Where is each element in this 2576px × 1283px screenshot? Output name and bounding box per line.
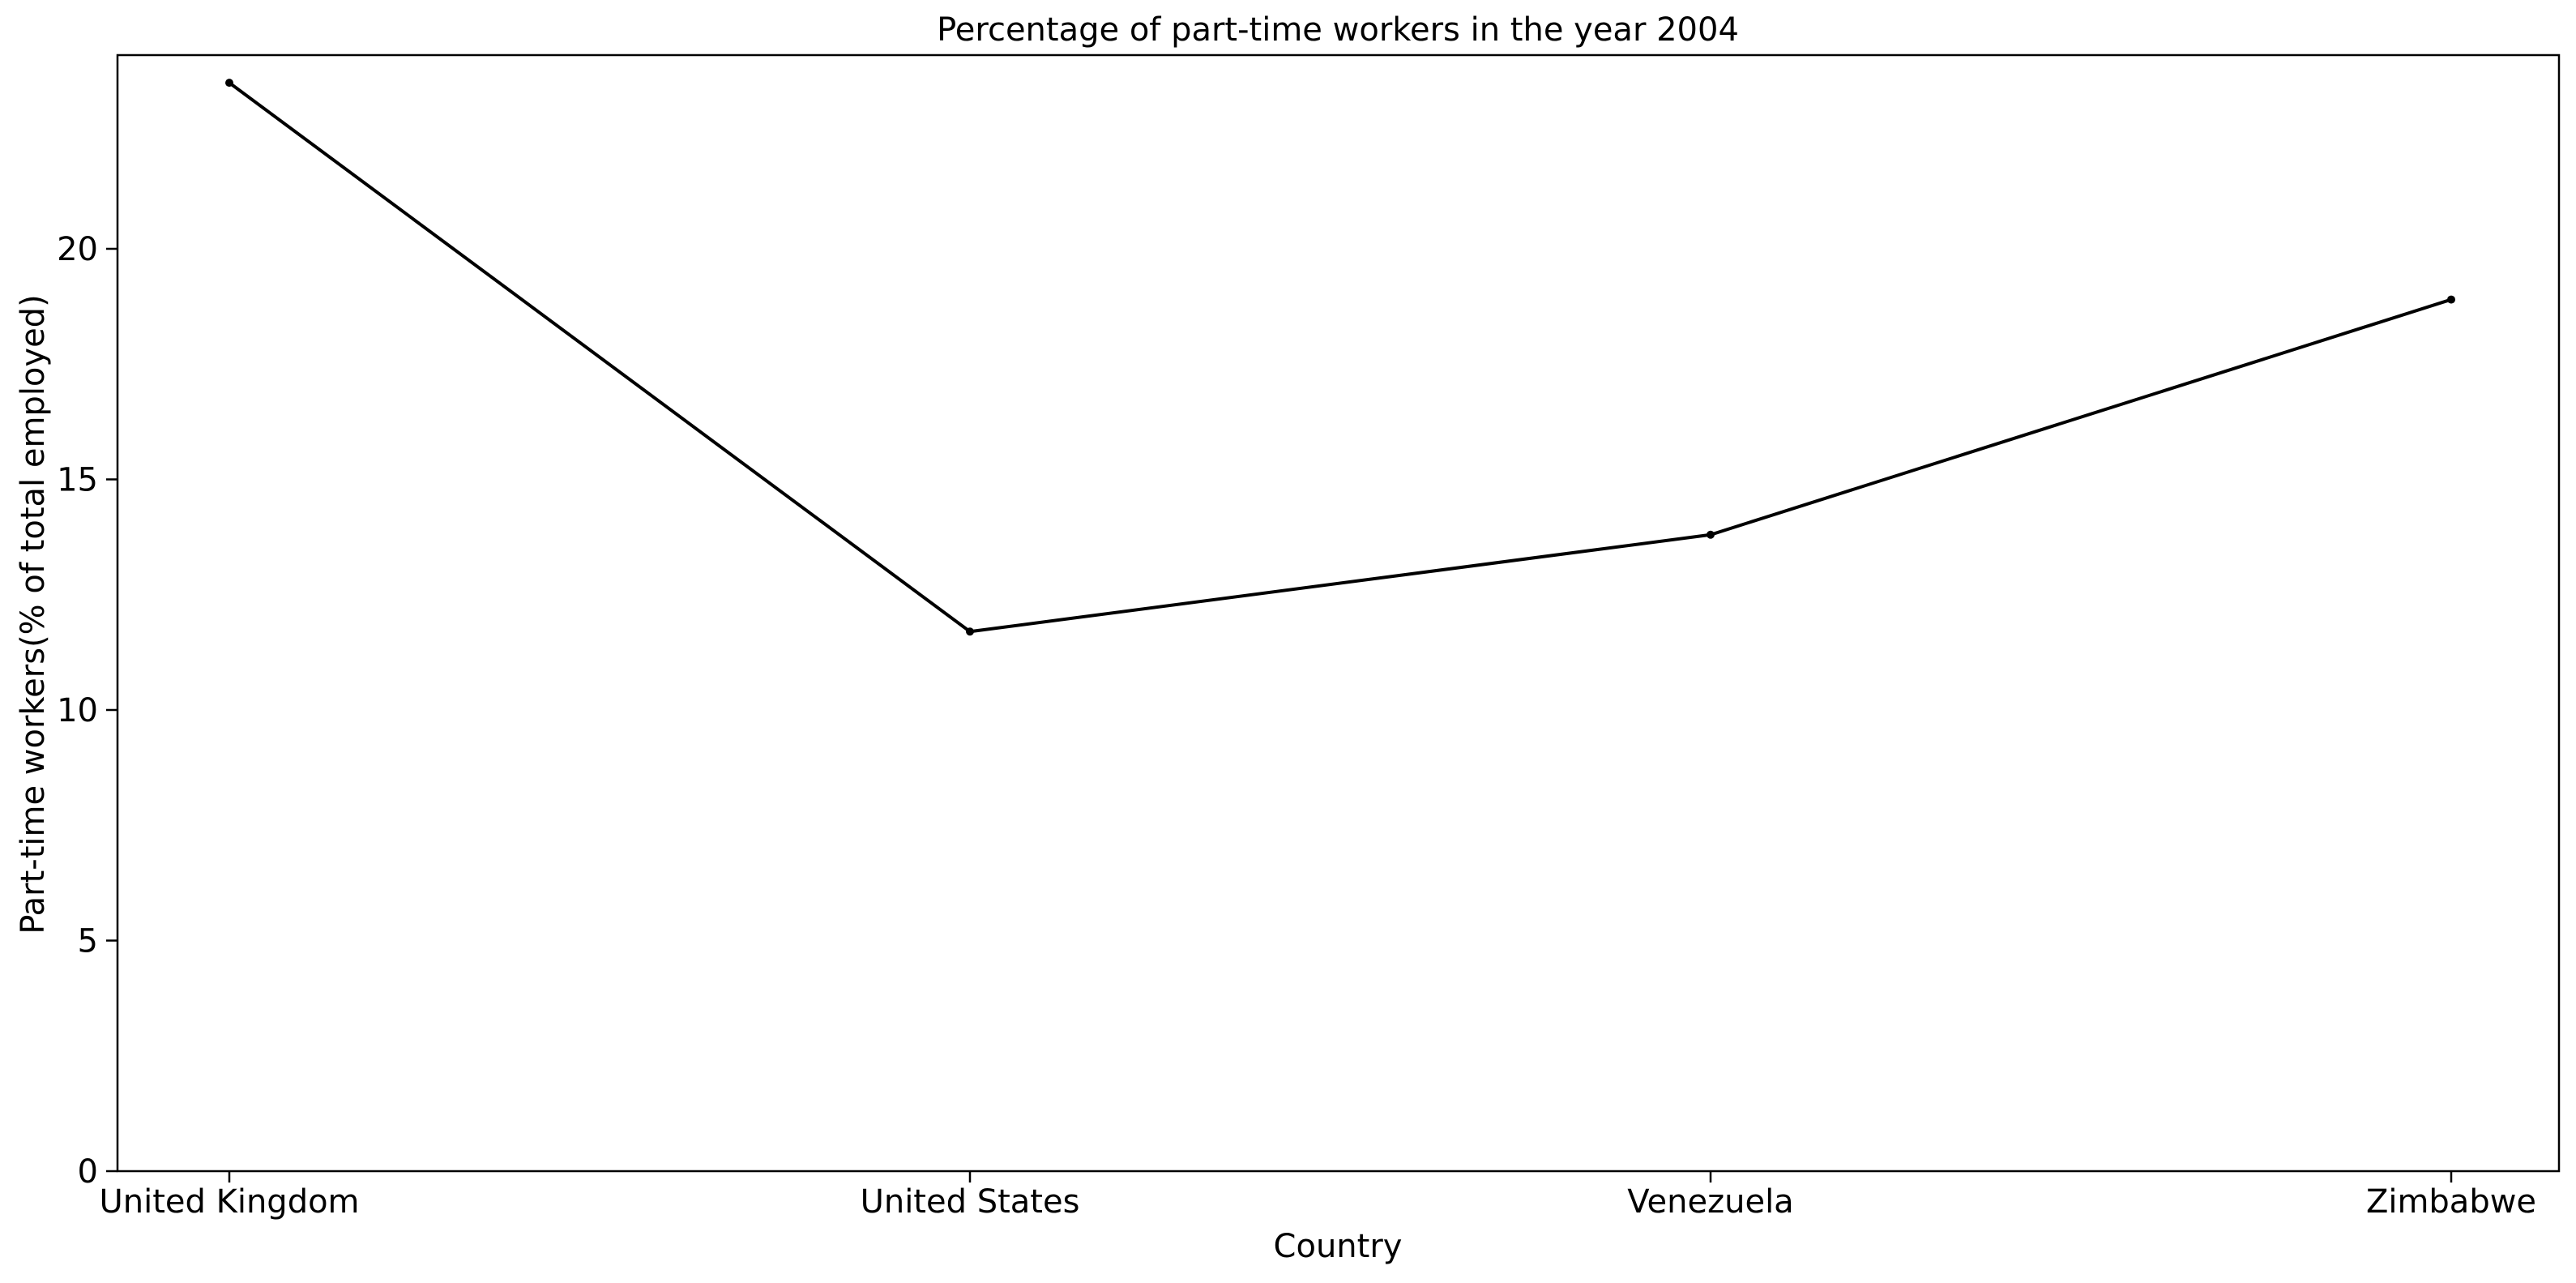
y-tick-label: 15	[57, 461, 98, 498]
y-axis-ticks: 0 5 10 15 20	[57, 231, 117, 1191]
x-tick-label: United States	[861, 1183, 1080, 1221]
data-points	[225, 79, 2455, 636]
chart-title: Percentage of part-time workers in the y…	[937, 11, 1739, 49]
data-point	[2447, 295, 2455, 304]
data-point	[225, 79, 233, 88]
data-point	[966, 627, 974, 636]
x-axis-ticks: United Kingdom United States Venezuela Zimb…	[99, 1171, 2536, 1221]
y-tick-label: 10	[57, 692, 98, 729]
y-tick-label: 20	[57, 231, 98, 268]
y-tick-label: 0	[78, 1153, 98, 1191]
x-tick-label: Venezuela	[1627, 1183, 1793, 1221]
x-tick-label: Zimbabwe	[2366, 1183, 2536, 1221]
data-point	[1707, 530, 1715, 539]
x-axis-label: Country	[1274, 1228, 1403, 1265]
x-tick-label: United Kingdom	[99, 1183, 359, 1221]
y-axis-label: Part-time workers(% of total employed)	[15, 294, 52, 934]
plot-frame	[116, 53, 2561, 1173]
y-tick-label: 5	[78, 922, 98, 960]
series-line	[228, 81, 2452, 634]
